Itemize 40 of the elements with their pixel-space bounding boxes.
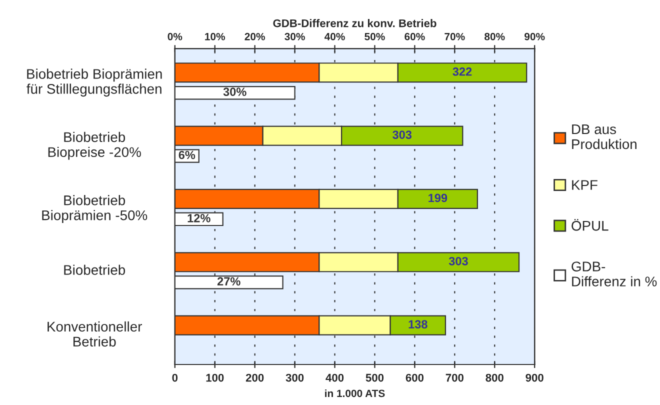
data-label: 27% (217, 277, 240, 286)
data-label: 199 (428, 194, 448, 202)
y-tick-label: Biobetrieb (64, 264, 126, 275)
data-label: 303 (392, 130, 412, 139)
y-tick-label: Biobetrieb Biopreise -20% (48, 132, 141, 160)
x-tick-label: 0% (168, 32, 182, 40)
x-tick-label: 80% (484, 32, 505, 40)
x-tick-label: 90% (524, 32, 545, 40)
data-label: 322 (452, 67, 472, 76)
legend-label: ÖPUL (572, 218, 608, 231)
x-tick-label: 50% (364, 32, 385, 40)
x-tick-label: 300 (286, 374, 304, 382)
x-axis-title: in 1.000 ATS (325, 389, 385, 398)
x-tick-label: 20% (244, 32, 265, 40)
data-label: 6% (178, 150, 196, 160)
legend-label: GDB- Differenz in % (572, 262, 657, 286)
x-tick-label: 600 (406, 374, 424, 382)
x-tick-label: 500 (366, 374, 384, 382)
y-tick-label: Biobetrieb Bioprämien für Stilllegungsflächen (26, 68, 162, 97)
x-tick-label: 40% (324, 32, 345, 40)
x-axis-title: GDB-Differenz zu konv. Betrieb (273, 19, 436, 28)
data-label: 303 (448, 256, 468, 266)
x-tick-label: 0 (172, 374, 178, 382)
x-tick-label: 70% (444, 32, 465, 40)
data-label: 30% (223, 88, 246, 96)
legend-label: DB aus Produktion (572, 124, 636, 150)
x-tick-label: 60% (404, 32, 425, 40)
data-label: 138 (408, 320, 428, 329)
x-tick-label: 700 (446, 374, 464, 382)
x-tick-label: 100 (206, 374, 224, 382)
y-tick-label: Biobetrieb Bioprämien -50% (42, 195, 148, 223)
x-tick-label: 400 (326, 374, 344, 382)
x-tick-label: 800 (486, 374, 504, 382)
x-tick-label: 900 (526, 374, 544, 382)
legend-label: KPF (572, 180, 598, 190)
x-tick-label: 200 (246, 374, 264, 382)
x-tick-label: 30% (284, 32, 305, 40)
data-label: 12% (188, 214, 210, 222)
x-tick-label: 10% (205, 32, 226, 40)
y-tick-label: Konventioneller Betrieb (48, 321, 142, 347)
